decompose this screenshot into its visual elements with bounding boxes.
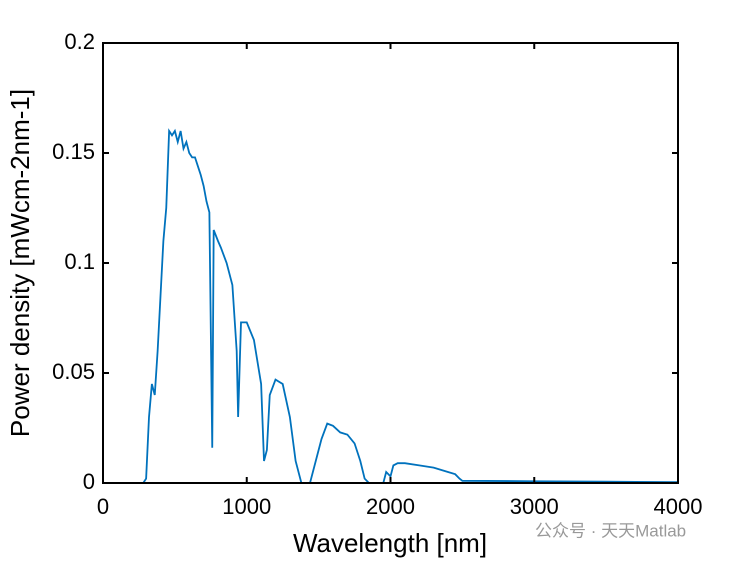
x-tick-label: 0	[97, 494, 109, 519]
x-tick-label: 3000	[510, 494, 559, 519]
watermark: 公众号 · 天天Matlab	[535, 521, 686, 540]
y-tick-label: 0.05	[52, 359, 95, 384]
plot-frame	[102, 42, 679, 484]
y-tick-label: 0.15	[52, 139, 95, 164]
y-tick-label: 0.2	[64, 29, 95, 54]
x-axis-label: Wavelength [nm]	[293, 528, 487, 558]
y-axis-label: Power density [mWcm-2nm-1]	[5, 89, 35, 437]
x-tick-label: 2000	[366, 494, 415, 519]
x-tick-label: 1000	[222, 494, 271, 519]
x-tick-label: 4000	[654, 494, 703, 519]
y-tick-label: 0.1	[64, 249, 95, 274]
y-tick-label: 0	[83, 469, 95, 494]
data-line	[142, 128, 679, 484]
